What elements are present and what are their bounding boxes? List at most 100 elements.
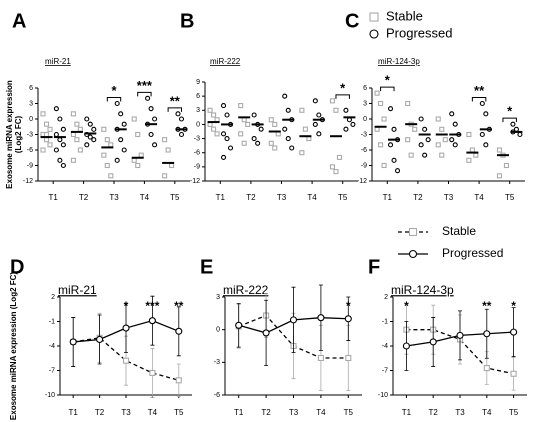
x-tick-label: T2 bbox=[79, 193, 89, 202]
data-point bbox=[47, 142, 53, 148]
significance-label: *** bbox=[145, 299, 159, 313]
y-tick-label: 6 bbox=[196, 93, 200, 100]
panel-title: miR-124-3p bbox=[378, 57, 420, 66]
legend-marker bbox=[369, 12, 379, 22]
significance-label: * bbox=[111, 83, 117, 98]
y-tick-label: 0 bbox=[196, 121, 200, 128]
data-point bbox=[412, 126, 418, 132]
data-point bbox=[131, 116, 137, 122]
data-point bbox=[43, 131, 50, 138]
data-point bbox=[329, 164, 336, 170]
significance-bracket bbox=[106, 97, 122, 102]
y-tick-label: -12 bbox=[357, 178, 367, 185]
data-point bbox=[289, 316, 298, 324]
panel-letter: F bbox=[368, 256, 380, 278]
significance-bracket bbox=[137, 91, 152, 97]
data-point bbox=[235, 321, 243, 329]
data-point bbox=[381, 162, 387, 169]
data-point bbox=[60, 142, 66, 148]
data-point bbox=[149, 369, 156, 377]
y-tick-label: -7 bbox=[382, 367, 388, 374]
data-point bbox=[175, 327, 183, 335]
significance-label: ** bbox=[174, 299, 184, 313]
panel-title: miR-222 bbox=[210, 57, 241, 66]
data-point bbox=[87, 134, 93, 140]
data-point bbox=[496, 173, 503, 179]
x-tick-label: T4 bbox=[316, 408, 326, 417]
data-point bbox=[405, 100, 411, 107]
y-tick-label: 3 bbox=[216, 294, 220, 301]
data-point bbox=[452, 121, 458, 127]
data-point bbox=[131, 157, 137, 163]
data-point bbox=[108, 173, 114, 179]
data-point bbox=[207, 107, 213, 113]
significance-label: ** bbox=[482, 299, 492, 313]
data-point bbox=[122, 357, 130, 364]
data-point bbox=[418, 116, 424, 122]
data-point bbox=[422, 126, 428, 132]
y-tick-label: -6 bbox=[361, 147, 367, 154]
x-tick-label: T3 bbox=[109, 193, 119, 202]
data-point bbox=[60, 162, 66, 169]
data-point bbox=[74, 121, 80, 127]
y-tick-label: 6 bbox=[29, 85, 33, 92]
data-point bbox=[345, 354, 352, 362]
data-point bbox=[57, 137, 63, 143]
y-tick-label: 2 bbox=[384, 294, 388, 301]
significance-label: * bbox=[507, 104, 513, 119]
data-point bbox=[408, 152, 414, 158]
data-point bbox=[387, 142, 394, 148]
data-point bbox=[101, 126, 107, 132]
x-tick-label: T1 bbox=[69, 408, 79, 417]
data-point bbox=[57, 116, 63, 122]
data-point bbox=[422, 152, 428, 158]
x-tick-label: T4 bbox=[148, 408, 158, 417]
legend-label: Progressed bbox=[386, 25, 452, 40]
data-point bbox=[84, 142, 90, 148]
data-point bbox=[43, 137, 50, 143]
data-point bbox=[40, 111, 46, 117]
y-tick-label: -6 bbox=[27, 147, 33, 154]
data-point bbox=[91, 126, 97, 132]
data-point bbox=[135, 131, 141, 138]
data-point bbox=[74, 137, 80, 143]
data-point bbox=[87, 121, 93, 127]
data-point bbox=[148, 106, 154, 112]
significance-bracket bbox=[335, 94, 350, 99]
series-line bbox=[73, 337, 179, 381]
panel-title: miR-21 bbox=[58, 283, 97, 297]
data-point bbox=[178, 116, 185, 122]
data-point bbox=[84, 116, 90, 122]
x-tick-label: T5 bbox=[344, 408, 354, 417]
data-point bbox=[329, 98, 336, 104]
significance-label: * bbox=[511, 299, 516, 313]
data-point bbox=[483, 142, 489, 148]
data-point bbox=[503, 162, 510, 169]
data-point bbox=[77, 147, 83, 153]
data-point bbox=[285, 107, 291, 113]
x-tick-label: T3 bbox=[444, 193, 454, 202]
significance-bracket bbox=[167, 107, 182, 112]
y-tick-label: 0 bbox=[29, 116, 33, 123]
data-point bbox=[178, 131, 185, 138]
data-point bbox=[40, 147, 46, 153]
data-point bbox=[96, 335, 104, 344]
data-point bbox=[282, 126, 288, 132]
data-point bbox=[418, 142, 424, 148]
panel-letter: A bbox=[12, 10, 26, 32]
data-point bbox=[435, 116, 441, 122]
panel-letter: E bbox=[200, 256, 213, 278]
data-point bbox=[378, 100, 384, 107]
data-point bbox=[343, 126, 349, 132]
data-point bbox=[101, 152, 107, 158]
data-point bbox=[220, 154, 227, 160]
significance-bracket bbox=[380, 86, 395, 92]
data-point bbox=[114, 157, 120, 163]
data-point bbox=[211, 112, 217, 118]
data-point bbox=[145, 95, 151, 101]
panel-title: miR-21 bbox=[45, 57, 71, 66]
panel-title: miR-124-3p bbox=[391, 283, 454, 297]
data-point bbox=[43, 121, 50, 127]
y-tick-label: -10 bbox=[45, 392, 55, 399]
x-tick-label: T5 bbox=[170, 193, 180, 202]
